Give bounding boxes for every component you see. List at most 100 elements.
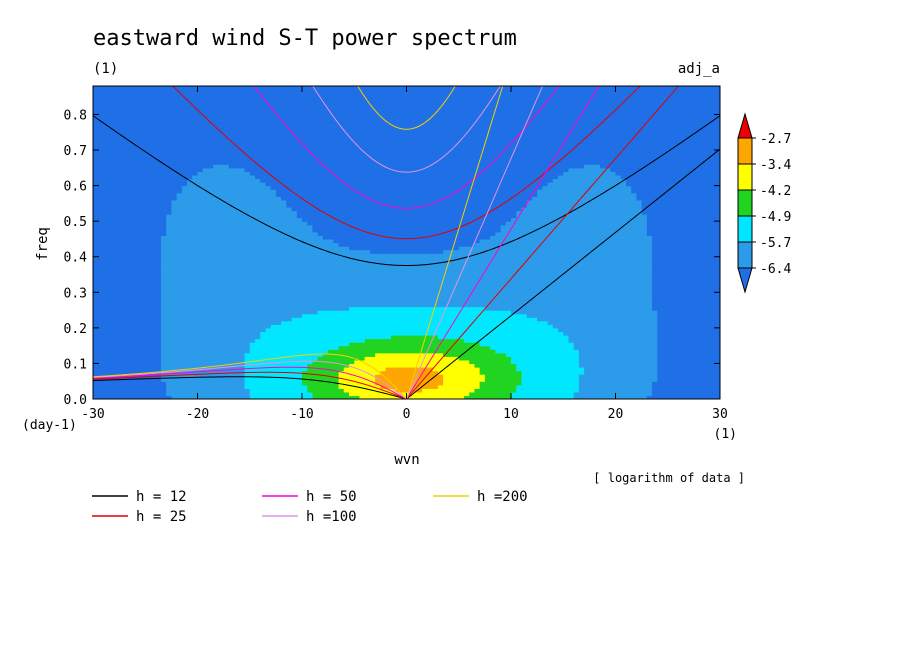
- contour-cell: [93, 189, 183, 194]
- contour-cell: [364, 356, 460, 361]
- contour-cell: [312, 395, 361, 399]
- contour-cell: [93, 395, 172, 399]
- contour-cell: [652, 278, 720, 283]
- contour-cell: [93, 178, 188, 183]
- contour-cell: [437, 370, 481, 375]
- contour-cell: [302, 313, 528, 318]
- contour-cell: [93, 388, 167, 393]
- contour-cell: [458, 356, 512, 361]
- contour-cell: [93, 192, 178, 197]
- contour-cell: [244, 381, 303, 386]
- colorbar-cap: [737, 112, 753, 139]
- contour-cell: [160, 359, 246, 365]
- contour-cell: [166, 381, 246, 386]
- contour-cell: [93, 171, 199, 176]
- contour-cell: [652, 235, 720, 240]
- contour-cell: [484, 306, 653, 311]
- contour-cell: [463, 395, 512, 399]
- contour-cell: [578, 356, 658, 361]
- contour-cell: [93, 150, 720, 155]
- contour-cell: [474, 242, 653, 247]
- contour-cell: [93, 366, 162, 372]
- contour-cell: [160, 274, 653, 279]
- contour-cell: [93, 331, 162, 336]
- contour-cell: [244, 363, 308, 368]
- contour-cell: [93, 114, 720, 119]
- contour-cell: [652, 388, 720, 393]
- contour-cell: [625, 182, 720, 187]
- contour-cell: [160, 377, 246, 382]
- contour-cell: [343, 366, 387, 372]
- kelvin-curve: [406, 86, 600, 399]
- contour-cell: [166, 214, 298, 219]
- contour-cell: [307, 384, 340, 389]
- contour-cell: [160, 242, 340, 247]
- contour-cell: [652, 246, 720, 251]
- contour-cell: [93, 182, 188, 187]
- contour-cell: [578, 363, 658, 368]
- contour-cell: [244, 366, 308, 372]
- contour-cell: [657, 327, 720, 333]
- contour-cell: [657, 317, 720, 322]
- x-tick-label: 20: [608, 407, 624, 422]
- contour-cell: [160, 267, 653, 272]
- contour-cell: [244, 167, 570, 172]
- contour-cell: [516, 384, 580, 389]
- contour-cell: [93, 270, 162, 276]
- contour-cell: [160, 313, 303, 318]
- contour-cell: [385, 366, 434, 372]
- x-axis: -30 -20 -10 0 10 20 30: [81, 86, 728, 422]
- contour-cell: [93, 253, 162, 258]
- contour-cell: [93, 338, 162, 343]
- contour-cell: [93, 139, 720, 144]
- contour-cell: [641, 206, 720, 212]
- chart-title: eastward wind S-T power spectrum: [93, 26, 517, 51]
- contour-cell: [160, 356, 246, 361]
- contour-cell: [631, 185, 720, 190]
- contour-cell: [375, 352, 444, 357]
- contour-cell: [521, 377, 580, 382]
- contour-cell: [93, 292, 162, 297]
- rossby-curve: [93, 371, 407, 399]
- contour-cell: [171, 395, 251, 399]
- contour-cell: [93, 196, 178, 201]
- contour-cell: [93, 242, 162, 247]
- contour-cell: [657, 313, 720, 318]
- contour-cell: [93, 146, 720, 151]
- contour-cell: [160, 270, 653, 276]
- contour-cell: [537, 317, 658, 322]
- contour-cell: [302, 370, 340, 375]
- contour-cell: [93, 100, 720, 105]
- contour-cell: [516, 210, 643, 215]
- contour-cell: [160, 295, 653, 301]
- colorbar-label: -4.9: [760, 210, 791, 225]
- contour-cell: [93, 256, 162, 261]
- contour-cell: [244, 356, 319, 361]
- contour-cell: [542, 185, 632, 190]
- contour-cell: [181, 189, 277, 194]
- contour-cell: [93, 110, 720, 116]
- contour-cell: [652, 295, 720, 301]
- contour-cell: [307, 221, 507, 226]
- contour-cell: [93, 267, 162, 272]
- contour-cell: [646, 231, 720, 236]
- colorbar-swatch: [737, 215, 753, 243]
- contour-cell: [93, 295, 162, 301]
- contour-cell: [160, 334, 261, 340]
- contour-cell: [93, 153, 720, 158]
- contour-cell: [578, 374, 658, 379]
- contour-cell: [625, 178, 720, 183]
- contour-cell: [516, 214, 648, 219]
- contour-cell: [563, 171, 617, 176]
- contour-cell: [244, 384, 308, 389]
- rossby-curve: [93, 376, 407, 399]
- contour-cell: [93, 370, 162, 375]
- y-unit-label: (day-1): [22, 418, 77, 433]
- contour-field: [93, 86, 720, 399]
- contour-cell: [369, 249, 444, 254]
- contour-cell: [505, 352, 580, 357]
- contour-cell: [160, 363, 246, 368]
- contour-cell: [578, 359, 658, 365]
- rossby-curve: [93, 366, 407, 399]
- contour-cell: [646, 214, 720, 219]
